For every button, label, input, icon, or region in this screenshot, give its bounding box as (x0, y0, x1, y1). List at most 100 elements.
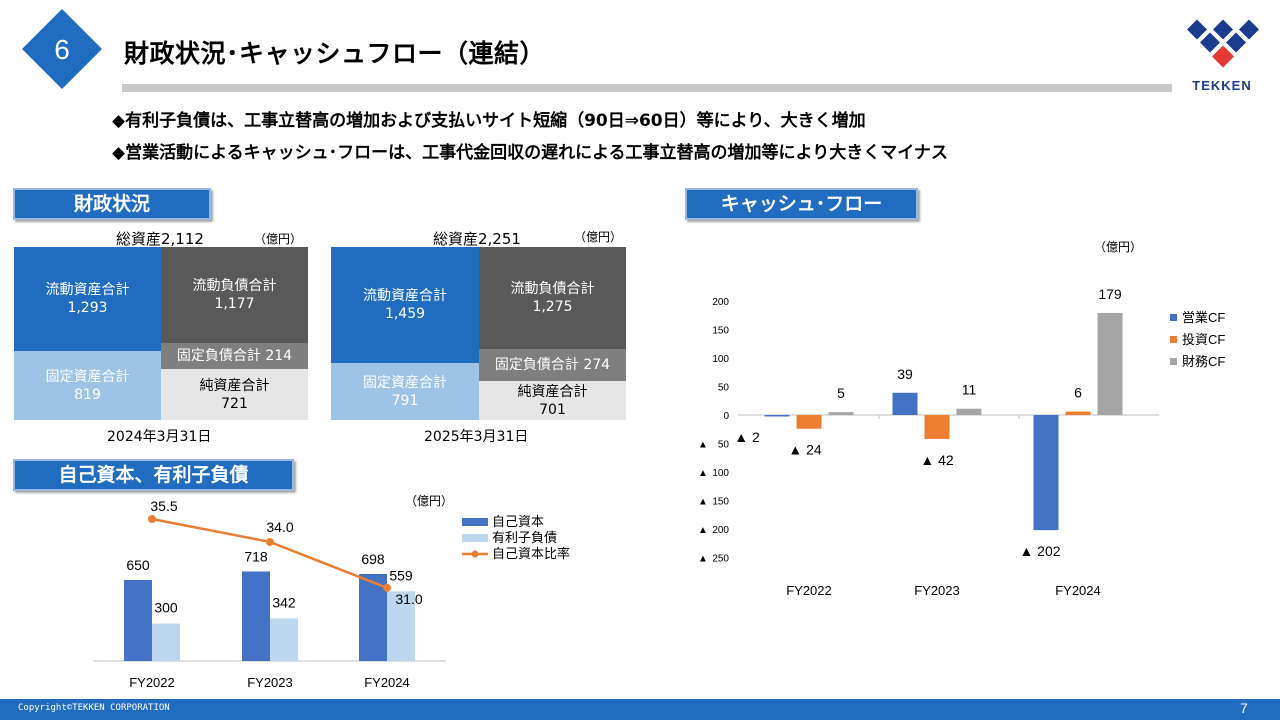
cf-value-label: 39 (897, 366, 913, 382)
x-tick-label: FY2022 (786, 583, 832, 598)
cf-value-label: ▲ 42 (920, 452, 954, 468)
y-tick-label: 250 (712, 554, 729, 565)
equity-ratio-point (383, 583, 391, 592)
page-number: 7 (1240, 700, 1248, 716)
current-liabilities-label: 流動負債合計 (192, 278, 277, 294)
unit-label-bs-1: （億円） (254, 232, 303, 246)
y-tick-label: 150 (712, 326, 729, 337)
legend-label-ratio: 自己資本比率 (492, 546, 570, 561)
current-assets-value: 1,293 (67, 300, 108, 316)
equity-label: 698 (361, 551, 385, 567)
title-underline (122, 84, 1172, 92)
y-tick-label: 50 (718, 440, 730, 451)
legend-label: 投資CF (1182, 332, 1225, 347)
fixed-assets-block-2025: 固定資産合計 791 (331, 363, 479, 420)
x-tick-label: FY2023 (247, 675, 293, 690)
fixed-assets-label: 固定資産合計 (363, 374, 447, 391)
equity-label: 718 (244, 548, 268, 564)
equity-ratio-point (266, 537, 274, 546)
y-tick-label: 150 (712, 497, 729, 508)
equity-label: 650 (126, 557, 150, 573)
legend-label-debt: 有利子負債 (492, 530, 557, 545)
net-assets-block-2024: 純資産合計 721 (161, 369, 308, 420)
debt-label: 559 (389, 567, 413, 583)
y-tick-label: 200 (712, 297, 729, 308)
cf-bar-1 (1065, 411, 1091, 415)
y-tick-marker: ▲ (698, 468, 708, 479)
cf-bar-2 (828, 412, 854, 415)
y-tick-marker: ▲ (698, 554, 708, 565)
current-liabilities-label: 流動負債合計 (510, 281, 595, 297)
current-assets-value: 1,459 (384, 306, 426, 322)
y-tick-label: 200 (712, 525, 729, 536)
cf-value-label: ▲ 202 (1019, 543, 1060, 559)
cashflow-tab: キャッシュ･フロー (685, 188, 918, 220)
legend-swatch (1170, 314, 1177, 321)
bullet-2: ◆営業活動によるキャッシュ･フローは、工事代金回収の遅れによる工事立替高の増加等… (112, 143, 948, 163)
debt-bar (270, 618, 298, 661)
footer-bar (0, 699, 1280, 720)
tekken-logo-icon (1187, 19, 1259, 68)
x-tick-label: FY2022 (129, 675, 175, 690)
net-assets-value: 701 (539, 401, 566, 418)
y-tick-label: 50 (718, 383, 730, 394)
total-assets-2024: 総資産2,112 (116, 230, 204, 248)
x-tick-label: FY2024 (1055, 583, 1101, 598)
equity-ratio-label: 35.5 (150, 498, 177, 514)
cf-bar-1 (796, 415, 822, 429)
fixed-liabilities-label: 固定負債合計 214 (176, 348, 293, 364)
legend-swatch (1170, 336, 1177, 343)
y-tick-marker: ▲ (698, 525, 708, 536)
net-assets-value: 721 (221, 395, 248, 412)
equity-ratio-point (148, 515, 156, 523)
equity-bar (242, 571, 270, 661)
cashflow-chart: 200 150 100 50 0 ▲ 50 ▲ 100 ▲ 150 ▲ 200 ▲ 250 ▲ 2 39 ▲ 20… (698, 286, 1225, 598)
logo-text: TEKKEN (1192, 78, 1252, 93)
sheet-date-2025: 2025年3月31日 (424, 429, 529, 445)
cf-bar-2 (956, 408, 982, 415)
debt-bar (387, 591, 415, 661)
page-title: 財政状況･キャッシュフロー（連結） (124, 39, 546, 68)
equity-ratio-label: 31.0 (395, 591, 422, 607)
fixed-liabilities-label: 固定負債合計 274 (494, 357, 611, 373)
y-tick-label: 100 (712, 468, 729, 479)
section-number: 6 (54, 34, 70, 65)
unit-label-bs-2: （億円） (574, 230, 623, 244)
total-assets-2025: 総資産2,251 (433, 230, 521, 248)
sheet-date-2024: 2024年3月31日 (107, 429, 212, 445)
legend-swatch-debt (462, 534, 488, 542)
unit-label-cashflow: （億円） (1094, 240, 1143, 254)
net-assets-label: 純資産合計 (517, 383, 588, 400)
section-number-badge: 6 (22, 9, 102, 89)
fixed-liabilities-block-2025: 固定負債合計 274 (479, 349, 626, 381)
net-assets-label: 純資産合計 (199, 377, 270, 394)
cf-bar-2 (1097, 312, 1123, 415)
current-liabilities-value: 1,275 (532, 299, 573, 315)
cf-value-label: ▲ 24 (788, 442, 822, 458)
cf-value-label: ▲ 2 (734, 429, 760, 445)
cf-value-label: 6 (1074, 385, 1082, 401)
y-tick-marker: ▲ (698, 440, 708, 451)
current-liabilities-value: 1,177 (214, 296, 255, 312)
equity-bar (359, 573, 387, 661)
cf-value-label: 179 (1098, 286, 1122, 302)
current-liabilities-block-2024: 流動負債合計 1,177 (161, 247, 308, 343)
cf-value-label: 5 (837, 385, 845, 401)
fixed-assets-value: 791 (391, 392, 419, 409)
copyright-text: Copyright©TEKKEN CORPORATION (18, 703, 170, 713)
financial-position-tab: 財政状況 (13, 188, 211, 220)
current-assets-label: 流動資産合計 (45, 282, 130, 298)
legend-swatch-equity (462, 518, 488, 526)
x-tick-label: FY2024 (364, 675, 410, 690)
cf-bar-0 (1033, 415, 1059, 531)
bullet-1: ◆有利子負債は、工事立替高の増加および支払いサイト短縮（90日⇒60日）等により… (112, 111, 866, 131)
cf-bar-0 (764, 415, 790, 417)
legend-label: 財務CF (1182, 354, 1225, 369)
debt-bar (152, 623, 180, 661)
unit-label-equity: （億円） (405, 494, 454, 508)
debt-label: 342 (272, 594, 296, 610)
y-tick-marker: ▲ (698, 497, 708, 508)
debt-label: 300 (154, 600, 178, 616)
y-tick-label: 100 (712, 354, 729, 365)
